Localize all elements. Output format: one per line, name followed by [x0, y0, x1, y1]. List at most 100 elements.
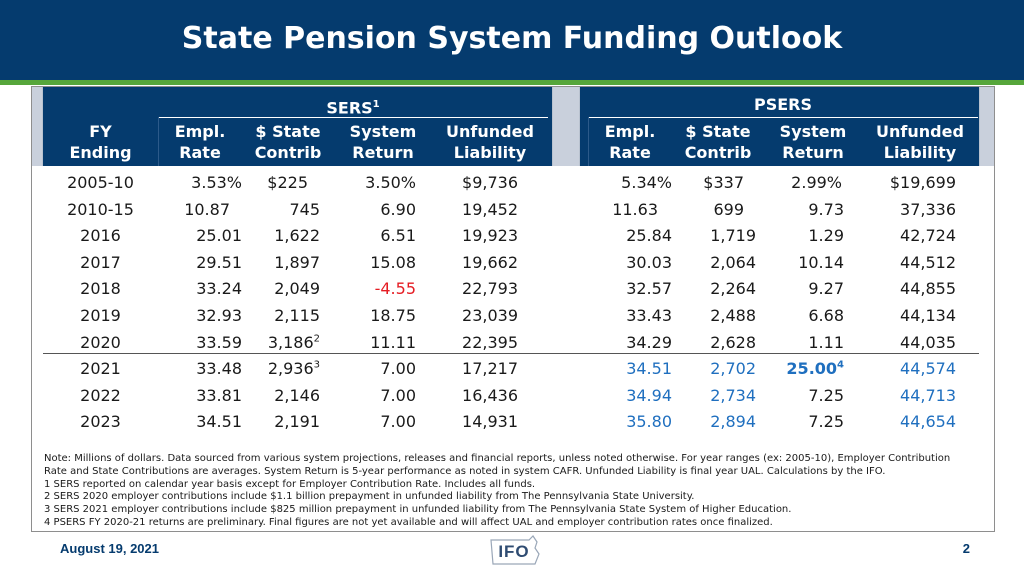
cell-sers-system-return: 6.90 [334, 200, 416, 220]
cell-value: 3,186 [267, 332, 314, 352]
col-header-line: FY [89, 122, 112, 141]
sers-group-line [158, 117, 548, 118]
cell-sers-unfunded: 19,923 [432, 226, 518, 246]
cell-value: 2018 [80, 279, 121, 299]
cell-value: 10.87 [184, 199, 230, 219]
col-header-psers-state-contrib: $ State Contrib [672, 121, 764, 163]
cell-value: 7.00 [380, 412, 416, 432]
cell-sers-system-return: 11.11 [334, 333, 416, 353]
cell-psers-empl-rate: 33.43 [588, 306, 672, 326]
accent-line [0, 80, 1024, 85]
cell-psers-empl-rate: 5.34% [588, 173, 672, 193]
cell-sers-state-contrib: 2,049 [242, 279, 320, 299]
cell-value: 2016 [80, 226, 121, 246]
cell-psers-unfunded: 44,574 [862, 359, 956, 379]
cell-psers-empl-rate: 30.03 [588, 253, 672, 273]
cell-fy: 2019 [43, 306, 158, 326]
col-header-sers-state-contrib: $ State Contrib [242, 121, 334, 163]
cell-value: -4.55 [374, 279, 416, 299]
cell-value: 2,064 [710, 252, 756, 272]
header-right-edge [979, 87, 994, 166]
cell-psers-system-return: 2.99% [762, 173, 842, 193]
cell-sers-state-contrib: 2,9363 [242, 359, 320, 379]
cell-value: 6.51 [380, 226, 416, 246]
cell-sers-system-return: 7.00 [334, 386, 416, 406]
col-header-sers-empl-rate: Empl. Rate [158, 121, 242, 163]
col-header-line: Return [782, 143, 844, 162]
cell-value: 2,894 [710, 412, 756, 432]
page-number: 2 [962, 541, 970, 556]
cell-value: 34.51 [626, 359, 672, 379]
footnote-marker: 3 [313, 359, 320, 371]
cell-value: 25.00 [786, 359, 838, 379]
cell-sers-empl-rate: 33.48 [158, 359, 242, 379]
cell-psers-state-contrib: 2,894 [672, 412, 756, 432]
cell-psers-unfunded: 44,134 [862, 306, 956, 326]
cell-sers-system-return: 15.08 [334, 253, 416, 273]
cell-value: 1,622 [274, 226, 320, 246]
col-header-line: Unfunded [446, 122, 534, 141]
cell-sers-system-return: -4.55 [334, 279, 416, 299]
cell-sers-unfunded: 16,436 [432, 386, 518, 406]
cell-value: 29.51 [196, 252, 242, 272]
cell-sers-system-return: 3.50% [334, 173, 416, 193]
cell-value: 2,734 [710, 385, 756, 405]
cell-value: 6.68 [808, 306, 844, 325]
cell-value: 9.27 [808, 279, 844, 299]
cell-psers-unfunded: $19,699 [862, 173, 956, 193]
keystone-outline-icon [490, 535, 540, 565]
ifo-logo: IFO [485, 534, 543, 570]
col-header-line: Contrib [254, 143, 322, 162]
cell-value: $225 [267, 173, 308, 192]
cell-psers-empl-rate: 25.84 [588, 226, 672, 246]
cell-value: 22,793 [462, 279, 518, 299]
cell-value: 44,134 [900, 306, 956, 325]
cell-value: 11.11 [370, 332, 416, 352]
cell-psers-unfunded: 44,035 [862, 333, 956, 353]
cell-value: 2019 [80, 306, 121, 325]
cell-value: $337 [703, 173, 744, 192]
cell-value: 32.93 [196, 306, 242, 325]
cell-psers-empl-rate: 32.57 [588, 279, 672, 299]
col-header-line: Liability [883, 143, 957, 162]
cell-sers-empl-rate: 29.51 [158, 253, 242, 273]
cell-value: 2,115 [274, 306, 320, 325]
cell-value: 22,395 [462, 332, 518, 352]
col-header-line: Liability [453, 143, 527, 162]
col-header-line: $ State [255, 122, 321, 141]
cell-fy: 2021 [43, 359, 158, 379]
footer-date: August 19, 2021 [60, 541, 159, 556]
note-line: 3 SERS 2021 employer contributions inclu… [44, 504, 792, 516]
notes: Note: Millions of dollars. Data sourced … [44, 453, 988, 530]
cell-value: 14,931 [462, 412, 518, 432]
cell-sers-unfunded: 23,039 [432, 306, 518, 326]
cell-value: 2,628 [710, 332, 756, 352]
cell-fy: 2005-10 [43, 173, 158, 193]
cell-value: 34.51 [196, 412, 242, 432]
cell-psers-system-return: 9.73 [764, 200, 844, 220]
footnote-marker: 4 [837, 359, 844, 371]
cell-sers-unfunded: 22,793 [432, 279, 518, 299]
cell-psers-state-contrib: 699 [660, 200, 744, 220]
page-title: State Pension System Funding Outlook [181, 21, 843, 56]
cell-value: 6.90 [380, 199, 416, 219]
col-header-line: Ending [69, 143, 132, 162]
logo-text: IFO [498, 542, 530, 561]
cell-value: 30.03 [626, 252, 672, 272]
cell-sers-state-contrib: 2,115 [242, 306, 320, 326]
cell-fy: 2023 [43, 412, 158, 432]
cell-value: 35.80 [626, 412, 672, 432]
cell-psers-state-contrib: 2,734 [672, 386, 756, 406]
header-left-edge [32, 87, 43, 166]
cell-sers-empl-rate: 32.93 [158, 306, 242, 326]
cell-fy: 2020 [43, 333, 158, 353]
cell-value: 37,336 [900, 199, 956, 219]
col-header-sers-system-return: System Return [334, 121, 432, 163]
title-bar [0, 0, 1024, 80]
cell-sers-unfunded: 14,931 [432, 412, 518, 432]
cell-value: 7.00 [380, 359, 416, 379]
cell-psers-state-contrib: 2,064 [672, 253, 756, 273]
cell-value: 44,654 [900, 412, 956, 432]
cell-psers-system-return: 9.27 [764, 279, 844, 299]
cell-sers-empl-rate: 34.51 [158, 412, 242, 432]
